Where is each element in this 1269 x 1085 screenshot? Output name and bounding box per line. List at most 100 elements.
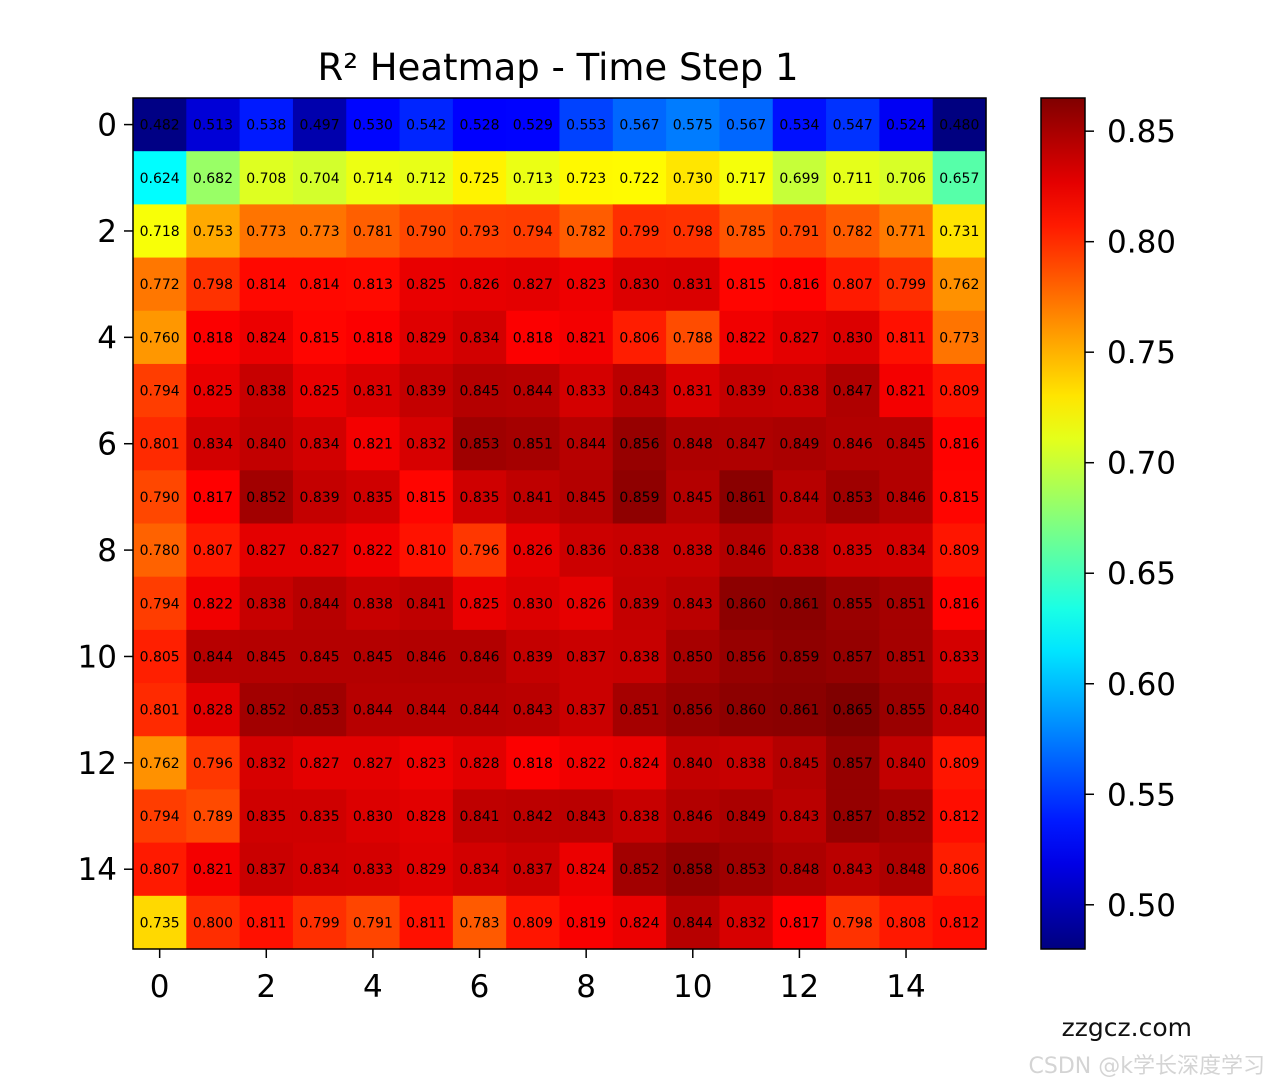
heatmap-cell (506, 257, 561, 312)
colorbar-tick-label: 0.65 (1107, 556, 1176, 592)
heatmap-cell (612, 310, 667, 365)
cell-value-label: 0.818 (513, 756, 553, 772)
cell-value-label: 0.798 (193, 277, 233, 293)
heatmap-cell (133, 629, 187, 684)
cell-value-label: 0.839 (300, 490, 340, 506)
cell-value-label: 0.528 (459, 118, 499, 134)
cell-value-label: 0.859 (779, 649, 819, 665)
cell-value-label: 0.824 (246, 330, 286, 346)
heatmap-cell (239, 789, 294, 844)
cell-value-label: 0.624 (140, 171, 180, 187)
heatmap-cell (826, 151, 880, 205)
heatmap-cell (133, 470, 187, 525)
cell-value-label: 0.825 (300, 384, 340, 400)
cell-value-label: 0.812 (939, 915, 979, 931)
heatmap-cell (612, 417, 667, 471)
heatmap-cell (186, 417, 241, 471)
cell-value-label: 0.780 (140, 543, 180, 559)
cell-value-label: 0.812 (939, 809, 979, 825)
heatmap-cell (612, 523, 667, 578)
cell-value-label: 0.809 (939, 543, 979, 559)
heatmap-cell (879, 576, 934, 631)
cell-value-label: 0.829 (406, 862, 446, 878)
heatmap-cell (826, 204, 880, 259)
heatmap-cell (826, 629, 880, 684)
heatmap-cell (186, 257, 241, 312)
cell-value-label: 0.790 (406, 224, 446, 240)
heatmap-cell (559, 151, 614, 205)
heatmap-cell (346, 789, 401, 844)
cell-value-label: 0.817 (779, 915, 819, 931)
heatmap-cell (772, 736, 827, 791)
cell-value-label: 0.837 (566, 703, 606, 719)
heatmap-cell (559, 895, 614, 950)
cell-value-label: 0.839 (513, 649, 553, 665)
heatmap-cell (186, 204, 241, 259)
cell-value-label: 0.753 (193, 224, 233, 240)
heatmap-cell (186, 523, 241, 578)
cell-value-label: 0.817 (193, 490, 233, 506)
cell-value-label: 0.819 (566, 915, 606, 931)
heatmap-cell (612, 363, 667, 418)
cell-value-label: 0.860 (726, 703, 766, 719)
cell-value-label: 0.833 (353, 862, 393, 878)
cell-value-label: 0.839 (619, 596, 659, 612)
heatmap-cell (186, 789, 241, 844)
cell-value-label: 0.844 (513, 384, 553, 400)
heatmap-cell (346, 257, 401, 312)
heatmap-cell (666, 736, 721, 791)
heatmap-cell (666, 470, 721, 525)
heatmap-cell (932, 417, 987, 471)
cell-value-label: 0.844 (406, 703, 446, 719)
heatmap-cell (879, 683, 934, 737)
heatmap-cell (292, 363, 347, 418)
heatmap-cell (612, 576, 667, 631)
heatmap-cell (612, 470, 667, 525)
heatmap-cell (239, 470, 294, 525)
cell-value-label: 0.838 (673, 543, 713, 559)
watermark-site: zzgcz.com (1061, 1013, 1192, 1042)
heatmap-cell (133, 363, 187, 418)
heatmap-cell (186, 736, 241, 791)
heatmap-cell (826, 895, 880, 950)
cell-value-label: 0.835 (300, 809, 340, 825)
heatmap-cell (559, 363, 614, 418)
heatmap-cell (186, 310, 241, 365)
heatmap-cell (559, 523, 614, 578)
heatmap-cell (666, 895, 721, 950)
heatmap-cell (932, 789, 987, 844)
x-tick-label: 10 (673, 969, 712, 1005)
heatmap-cell (932, 736, 987, 791)
heatmap-cell (932, 257, 987, 312)
heatmap-cell (133, 576, 187, 631)
cell-value-label: 0.844 (353, 703, 393, 719)
cell-value-label: 0.845 (566, 490, 606, 506)
heatmap-cell (292, 523, 347, 578)
heatmap-cell (399, 683, 454, 737)
heatmap-cell (292, 895, 347, 950)
heatmap-cell (239, 895, 294, 950)
cell-value-label: 0.567 (619, 118, 659, 134)
cell-value-label: 0.844 (300, 596, 340, 612)
cell-value-label: 0.827 (300, 756, 340, 772)
cell-value-label: 0.844 (673, 915, 713, 931)
heatmap-cell (559, 417, 614, 471)
heatmap-cell (666, 363, 721, 418)
heatmap-cell (346, 204, 401, 259)
heatmap-cell (559, 310, 614, 365)
cell-value-label: 0.806 (619, 330, 659, 346)
y-axis: 0 2 4 6 8 10 12 14 (78, 108, 133, 888)
heatmap-cell (186, 576, 241, 631)
heatmap-cell (879, 151, 934, 205)
heatmap-cell (612, 736, 667, 791)
heatmap-cell (666, 629, 721, 684)
cell-value-label: 0.844 (566, 437, 606, 453)
heatmap-cell (879, 470, 934, 525)
heatmap-cell (186, 470, 241, 525)
cell-value-label: 0.714 (353, 171, 393, 187)
cell-value-label: 0.833 (566, 384, 606, 400)
heatmap-cell (719, 523, 774, 578)
cell-value-label: 0.843 (673, 596, 713, 612)
y-tick-label: 4 (97, 320, 117, 356)
